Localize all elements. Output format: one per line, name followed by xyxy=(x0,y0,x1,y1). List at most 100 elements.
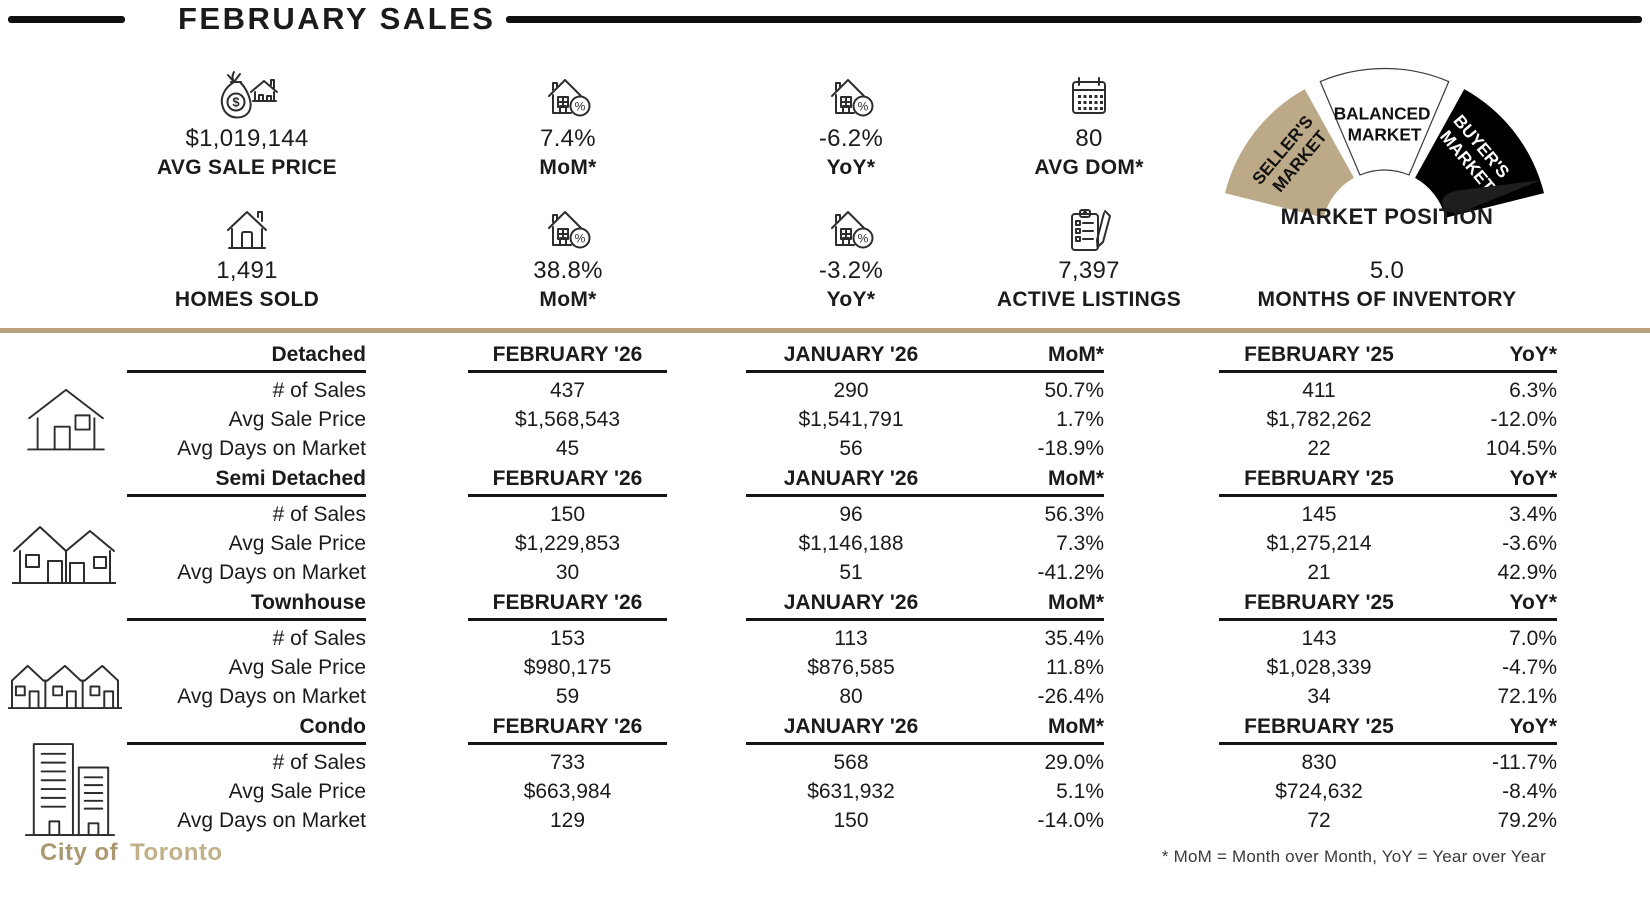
footnote: * MoM = Month over Month, YoY = Year ove… xyxy=(1161,847,1546,866)
gauge-segment-sellers xyxy=(1224,89,1354,218)
col-header-mom: MoM* xyxy=(1048,591,1104,614)
stat-label: MoM* xyxy=(539,156,597,179)
col-header-jan26: JANUARY '26 xyxy=(783,467,919,490)
stat-label: MoM* xyxy=(539,288,597,311)
title-rule-right xyxy=(506,16,1642,23)
table-section-semi-detached: Semi Detached FEBRUARY '26 JANUARY '26 M… xyxy=(0,465,1650,589)
money-bag-house-icon: $ xyxy=(97,68,397,120)
brand-city: Toronto xyxy=(130,839,223,866)
table-row: Avg Sale Price $1,568,543 $1,541,791 1.7… xyxy=(228,408,1557,431)
clipboard-pencil-icon xyxy=(939,200,1239,252)
gauge-needle xyxy=(1442,180,1541,213)
table-section-townhouse: Townhouse FEBRUARY '26 JANUARY '26 MoM* … xyxy=(0,589,1650,713)
table-row: # of Sales 437 290 50.7% 411 6.3% xyxy=(272,379,1557,402)
stat-price-mom: % 7.4% MoM* xyxy=(418,68,718,180)
stat-sold-yoy: % -3.2% YoY* xyxy=(701,200,1001,312)
col-header-feb25: FEBRUARY '25 xyxy=(1244,591,1394,614)
section-name: Condo xyxy=(299,715,366,738)
col-header-feb26: FEBRUARY '26 xyxy=(492,591,643,614)
townhouse-icon xyxy=(8,659,122,712)
col-header-jan26: JANUARY '26 xyxy=(783,715,919,738)
svg-text:%: % xyxy=(858,100,869,114)
table-section-condo: Condo FEBRUARY '26 JANUARY '26 MoM* FEBR… xyxy=(0,713,1650,837)
table-row: # of Sales 733 568 29.0% 830 -11.7% xyxy=(272,751,1557,774)
house-percent-icon: % xyxy=(701,68,1001,120)
semi-detached-house-icon xyxy=(12,518,116,592)
col-header-yoy: YoY* xyxy=(1509,715,1557,738)
section-divider xyxy=(0,328,1650,333)
brand-prefix: City of xyxy=(40,839,119,866)
col-header-yoy: YoY* xyxy=(1509,467,1557,490)
stat-label: HOMES SOLD xyxy=(174,288,320,311)
stat-value: -3.2% xyxy=(818,257,884,284)
table-header-row: Townhouse FEBRUARY '26 JANUARY '26 MoM* … xyxy=(0,589,1650,621)
col-header-jan26: JANUARY '26 xyxy=(783,591,919,614)
svg-text:%: % xyxy=(575,100,586,114)
gauge-title: MARKET POSITION xyxy=(1280,204,1494,229)
col-header-mom: MoM* xyxy=(1048,467,1104,490)
house-percent-icon: % xyxy=(418,200,718,252)
col-header-yoy: YoY* xyxy=(1509,343,1557,366)
stat-value: 38.8% xyxy=(533,257,603,284)
stat-price-yoy: % -6.2% YoY* xyxy=(701,68,1001,180)
stat-avg-sale-price: $ $1,019,144 AVG SALE PRICE xyxy=(97,68,397,180)
house-percent-icon: % xyxy=(701,200,1001,252)
section-name: Townhouse xyxy=(250,591,366,614)
house-icon xyxy=(97,200,397,252)
stat-months-inventory: 5.0 MONTHS OF INVENTORY xyxy=(1222,200,1552,312)
stat-value: $1,019,144 xyxy=(185,125,309,152)
stat-label: YoY* xyxy=(826,156,876,179)
col-header-feb25: FEBRUARY '25 xyxy=(1244,343,1394,366)
stat-value: 5.0 xyxy=(1369,257,1405,284)
stat-label: AVG DOM* xyxy=(1034,156,1144,179)
table-header-row: Condo FEBRUARY '26 JANUARY '26 MoM* FEBR… xyxy=(0,713,1650,745)
stat-homes-sold: 1,491 HOMES SOLD xyxy=(97,200,397,312)
stat-active-listings: 7,397 ACTIVE LISTINGS xyxy=(939,200,1239,312)
stat-value: 80 xyxy=(1075,125,1103,152)
table-row: Avg Days on Market 129 150 -14.0% 72 79.… xyxy=(177,809,1557,832)
stat-sold-mom: % 38.8% MoM* xyxy=(418,200,718,312)
table-header-row: Semi Detached FEBRUARY '26 JANUARY '26 M… xyxy=(0,465,1650,497)
stat-value: -6.2% xyxy=(818,125,884,152)
svg-text:%: % xyxy=(575,232,586,246)
table-row: Avg Sale Price $663,984 $631,932 5.1% $7… xyxy=(228,780,1557,803)
svg-text:%: % xyxy=(858,232,869,246)
stat-value: 1,491 xyxy=(216,257,278,284)
col-header-mom: MoM* xyxy=(1048,343,1104,366)
table-row: Avg Sale Price $980,175 $876,585 11.8% $… xyxy=(228,656,1557,679)
table-row: Avg Days on Market 59 80 -26.4% 34 72.1% xyxy=(177,685,1557,708)
table-header-row: Detached FEBRUARY '26 JANUARY '26 MoM* F… xyxy=(0,341,1650,373)
stat-value: 7.4% xyxy=(540,125,596,152)
col-header-yoy: YoY* xyxy=(1509,591,1557,614)
svg-text:$: $ xyxy=(232,95,240,110)
col-header-feb26: FEBRUARY '26 xyxy=(492,343,643,366)
house-percent-icon: % xyxy=(418,68,718,120)
table-row: Avg Days on Market 45 56 -18.9% 22 104.5… xyxy=(177,437,1557,460)
gauge-segment-balanced xyxy=(1319,67,1450,176)
table-section-detached: Detached FEBRUARY '26 JANUARY '26 MoM* F… xyxy=(0,341,1650,465)
col-header-feb25: FEBRUARY '25 xyxy=(1244,715,1394,738)
col-header-feb26: FEBRUARY '26 xyxy=(492,467,643,490)
table-row: # of Sales 153 113 35.4% 143 7.0% xyxy=(272,627,1557,650)
table-row: Avg Days on Market 30 51 -41.2% 21 42.9% xyxy=(177,561,1557,584)
col-header-jan26: JANUARY '26 xyxy=(783,343,919,366)
page-title: FEBRUARY SALES xyxy=(178,1,496,36)
table-row: # of Sales 150 96 56.3% 145 3.4% xyxy=(272,503,1557,526)
brand: City of Toronto xyxy=(40,839,223,867)
condo-buildings-icon xyxy=(24,741,116,843)
col-header-feb25: FEBRUARY '25 xyxy=(1244,467,1394,490)
stat-label: AVG SALE PRICE xyxy=(156,156,337,179)
stat-avg-dom: 80 AVG DOM* xyxy=(939,68,1239,180)
section-name: Detached xyxy=(271,343,366,366)
stat-label: YoY* xyxy=(826,288,876,311)
table-row: Avg Sale Price $1,229,853 $1,146,188 7.3… xyxy=(228,532,1557,555)
calendar-icon xyxy=(939,68,1239,120)
section-name: Semi Detached xyxy=(215,467,366,490)
detached-house-icon xyxy=(26,387,106,457)
stat-label: ACTIVE LISTINGS xyxy=(996,288,1182,311)
col-header-feb26: FEBRUARY '26 xyxy=(492,715,643,738)
title-rule-left xyxy=(8,16,125,23)
stat-value: 7,397 xyxy=(1058,257,1120,284)
market-position-gauge: SELLER'S MARKET BALANCED MARKET BUYER'S … xyxy=(1224,67,1545,218)
col-header-mom: MoM* xyxy=(1048,715,1104,738)
